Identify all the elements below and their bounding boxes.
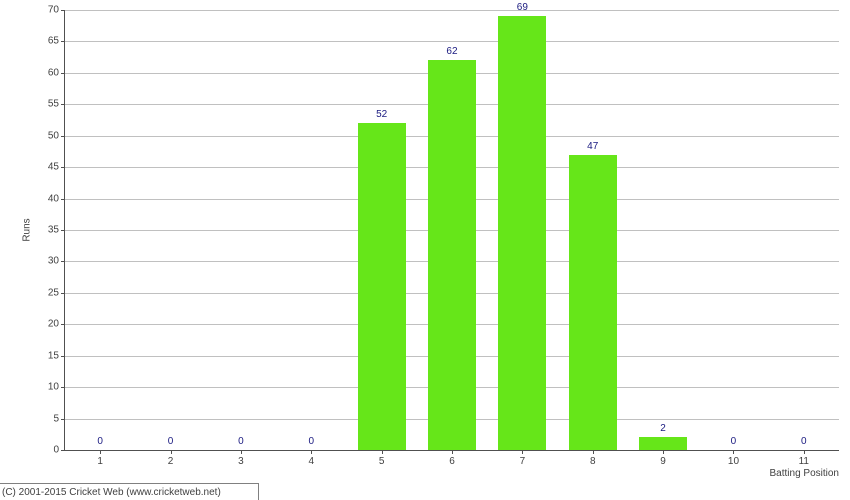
bar-value-label: 52 (376, 109, 387, 123)
copyright-text: (C) 2001-2015 Cricket Web (www.cricketwe… (2, 487, 221, 498)
ytick-label: 70 (48, 5, 65, 16)
ytick-label: 60 (48, 67, 65, 78)
ytick-label: 30 (48, 256, 65, 267)
y-axis-label: Runs (22, 218, 33, 241)
ytick-label: 45 (48, 162, 65, 173)
bar-value-label: 47 (587, 141, 598, 155)
gridline (65, 10, 839, 11)
ytick-label: 10 (48, 382, 65, 393)
ytick-label: 40 (48, 193, 65, 204)
x-axis-label: Batting Position (770, 468, 840, 479)
bar-value-label: 0 (308, 436, 314, 450)
bar-value-label: 0 (801, 436, 807, 450)
bar: 69 (498, 16, 546, 450)
bar-value-label: 62 (446, 46, 457, 60)
bar: 2 (639, 437, 687, 450)
xtick-label: 8 (590, 450, 596, 467)
ytick-label: 0 (53, 445, 65, 456)
xtick-label: 5 (379, 450, 385, 467)
ytick-label: 5 (53, 413, 65, 424)
ytick-label: 65 (48, 36, 65, 47)
xtick-label: 6 (449, 450, 455, 467)
ytick-label: 15 (48, 350, 65, 361)
bar: 52 (358, 123, 406, 450)
plot-area: 0510152025303540455055606570RunsBatting … (64, 10, 839, 451)
ytick-label: 25 (48, 287, 65, 298)
bar-value-label: 0 (731, 436, 737, 450)
xtick-label: 4 (308, 450, 314, 467)
xtick-label: 2 (168, 450, 174, 467)
xtick-label: 1 (97, 450, 103, 467)
xtick-label: 3 (238, 450, 244, 467)
xtick-label: 7 (520, 450, 526, 467)
xtick-label: 10 (728, 450, 739, 467)
ytick-label: 55 (48, 99, 65, 110)
xtick-label: 9 (660, 450, 666, 467)
bar: 62 (428, 60, 476, 450)
bar-value-label: 0 (168, 436, 174, 450)
ytick-label: 20 (48, 319, 65, 330)
xtick-label: 11 (799, 450, 809, 467)
ytick-label: 35 (48, 225, 65, 236)
ytick-label: 50 (48, 130, 65, 141)
bar-value-label: 2 (660, 423, 666, 437)
gridline (65, 41, 839, 42)
bar: 47 (569, 155, 617, 450)
chart-container: 0510152025303540455055606570RunsBatting … (0, 0, 850, 500)
bar-value-label: 69 (517, 2, 528, 16)
bar-value-label: 0 (238, 436, 244, 450)
bar-value-label: 0 (97, 436, 103, 450)
